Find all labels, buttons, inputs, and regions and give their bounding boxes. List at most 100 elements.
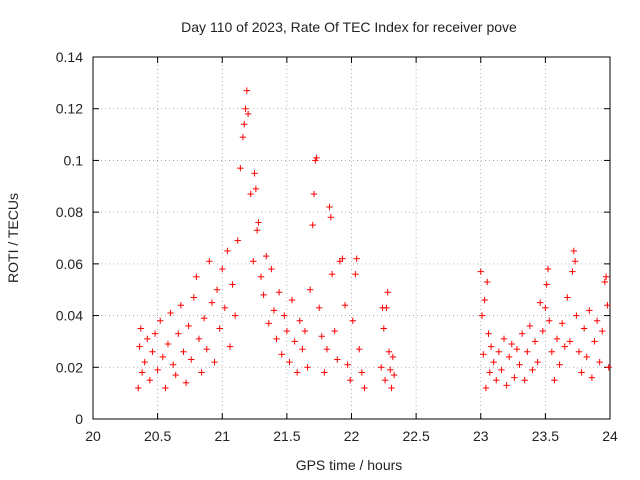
data-point	[327, 214, 335, 221]
data-point	[296, 317, 303, 324]
data-point	[167, 309, 174, 317]
data-point	[503, 382, 510, 389]
data-point	[291, 338, 298, 345]
data-point	[508, 340, 515, 348]
y-tick-label: 0.06	[56, 256, 83, 272]
data-point	[390, 371, 398, 379]
data-point	[566, 338, 574, 345]
data-point	[159, 353, 166, 361]
data-point	[544, 265, 552, 273]
data-point	[157, 317, 164, 324]
y-axis-label: ROTI / TECUs	[5, 193, 21, 283]
x-tick-label: 22.5	[403, 428, 430, 444]
data-point	[580, 325, 588, 332]
data-point	[262, 252, 270, 260]
data-point	[384, 289, 391, 296]
data-point	[385, 348, 393, 355]
data-point	[493, 377, 500, 384]
data-point	[546, 317, 553, 324]
data-point	[518, 330, 526, 337]
data-point	[326, 203, 333, 211]
data-point	[490, 358, 497, 366]
data-point	[149, 348, 156, 355]
data-point	[383, 304, 390, 312]
data-point	[162, 384, 169, 392]
data-point	[358, 369, 366, 376]
data-point	[485, 330, 492, 337]
data-point	[513, 345, 521, 353]
data-point	[146, 377, 154, 384]
data-point	[591, 338, 598, 345]
data-point	[588, 374, 596, 381]
data-point	[500, 335, 508, 343]
data-point	[543, 281, 550, 288]
data-point	[216, 325, 223, 332]
data-point	[224, 247, 231, 255]
data-point	[268, 265, 275, 273]
data-point	[247, 190, 254, 198]
data-point	[241, 121, 248, 128]
data-point	[575, 348, 583, 355]
y-tick-label: 0.02	[56, 359, 83, 375]
data-point	[596, 358, 603, 366]
data-point	[310, 190, 318, 198]
data-point	[477, 268, 484, 275]
data-point	[602, 273, 610, 280]
data-point	[138, 369, 146, 376]
data-point	[339, 255, 346, 262]
data-point	[516, 361, 523, 368]
data-point	[208, 299, 216, 306]
data-point	[361, 384, 368, 392]
grid	[93, 57, 610, 419]
data-point	[381, 377, 389, 384]
data-point	[226, 343, 234, 350]
data-point	[288, 296, 296, 304]
data-point	[253, 227, 261, 234]
data-point	[231, 312, 239, 319]
data-point	[203, 345, 210, 353]
axis-ticks	[92, 56, 611, 420]
data-point	[172, 371, 179, 379]
data-point	[321, 369, 328, 376]
data-point	[141, 358, 148, 366]
data-point	[537, 299, 544, 306]
data-point	[136, 343, 143, 350]
data-point	[182, 379, 190, 386]
data-point	[273, 335, 280, 343]
data-point	[481, 296, 488, 304]
data-point	[175, 330, 182, 337]
data-point	[211, 358, 218, 366]
y-tick-label: 0.1	[64, 152, 84, 168]
data-point	[551, 377, 558, 384]
data-point	[229, 281, 236, 288]
data-point	[334, 356, 341, 363]
data-point	[294, 369, 301, 376]
data-point	[511, 374, 518, 381]
data-point	[349, 317, 356, 324]
data-point	[341, 302, 349, 309]
data-point	[190, 294, 198, 301]
x-tick-label: 20	[85, 428, 101, 444]
data-point	[278, 351, 285, 358]
data-point	[480, 351, 487, 358]
data-point	[164, 340, 172, 348]
data-point	[389, 353, 397, 361]
data-point	[564, 294, 571, 301]
data-point	[286, 358, 293, 366]
data-point	[281, 312, 288, 319]
y-tick-label: 0.12	[56, 101, 83, 117]
data-point	[539, 327, 546, 335]
data-point	[486, 369, 493, 376]
data-point	[353, 255, 360, 262]
data-point	[380, 325, 388, 332]
data-point	[213, 286, 221, 293]
data-point	[221, 304, 229, 312]
data-point	[234, 237, 241, 244]
x-tick-label: 22	[344, 428, 360, 444]
data-point	[352, 271, 359, 278]
data-point	[561, 343, 568, 350]
x-axis-label: GPS time / hours	[296, 457, 403, 473]
data-point	[137, 325, 145, 332]
data-point	[309, 221, 316, 229]
